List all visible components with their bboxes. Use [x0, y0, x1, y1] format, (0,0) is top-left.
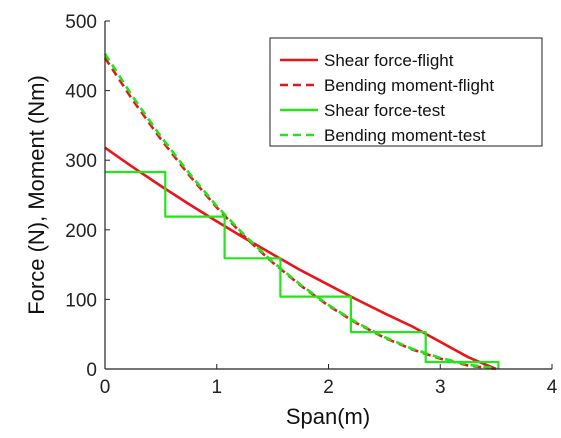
y-tick-label: 300 [65, 151, 97, 172]
y-tick-label: 500 [65, 12, 97, 33]
x-tick-label: 2 [323, 377, 334, 398]
y-axis-label: Force (N), Moment (Nm) [24, 75, 49, 315]
ticks: 0 1 2 3 4 0 100 200 300 400 500 [65, 12, 557, 398]
x-axis-label: Span(m) [286, 404, 370, 429]
x-tick-label: 3 [435, 377, 446, 398]
legend-box [269, 37, 543, 147]
legend-label: Bending moment-test [324, 126, 486, 145]
legend-label: Shear force-test [324, 101, 445, 120]
y-tick-label: 200 [65, 221, 97, 242]
legend-label: Shear force-flight [324, 51, 454, 70]
series-line-3 [105, 170, 500, 369]
series-line-4 [103, 52, 497, 370]
x-tick-label: 4 [547, 377, 558, 398]
plot-lines [103, 52, 500, 371]
y-tick-label: 400 [65, 82, 97, 103]
x-tick-label: 0 [100, 377, 111, 398]
x-tick-label: 1 [211, 377, 222, 398]
legend: Shear force-flight Bending moment-flight S… [269, 37, 543, 147]
y-tick-label: 0 [86, 360, 97, 381]
series-line-1 [104, 146, 497, 371]
legend-label: Bending moment-flight [324, 76, 494, 95]
y-tick-label: 100 [65, 290, 97, 311]
